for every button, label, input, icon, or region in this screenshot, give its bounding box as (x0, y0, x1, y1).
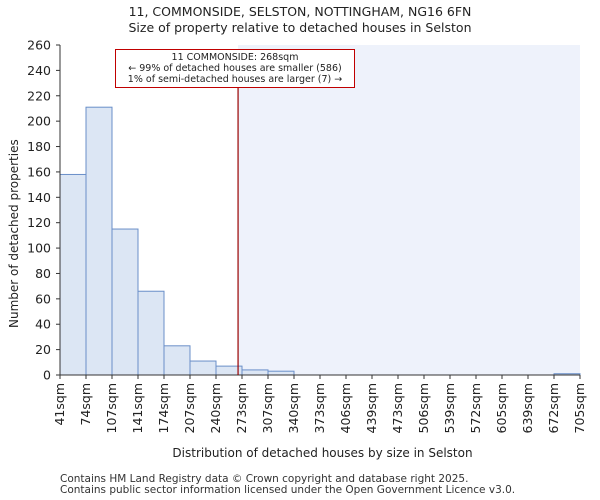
x-tick-label: 174sqm (156, 383, 171, 433)
y-tick-label: 200 (27, 114, 51, 129)
histogram-bar (111, 228, 139, 376)
y-tick-label: 180 (27, 139, 51, 154)
x-tick-label: 307sqm (260, 383, 275, 433)
y-tick-label: 120 (27, 215, 51, 230)
y-tick-label: 260 (27, 38, 51, 53)
x-tick-label: 273sqm (234, 383, 249, 433)
y-tick-label: 80 (35, 266, 51, 281)
x-tick-label: 506sqm (416, 383, 431, 433)
y-tick-label: 220 (27, 88, 51, 103)
x-tick-label: 572sqm (468, 383, 483, 433)
histogram-bar (59, 173, 87, 376)
y-tick-label: 60 (35, 291, 51, 306)
histogram-bar (189, 360, 217, 376)
y-tick-label: 100 (27, 241, 51, 256)
x-tick-label: 107sqm (104, 383, 119, 433)
x-tick-label: 141sqm (130, 383, 145, 433)
x-tick-label: 207sqm (182, 383, 197, 433)
y-tick-label: 160 (27, 164, 51, 179)
x-tick-label: 439sqm (364, 383, 379, 433)
footer-copyright: Contains HM Land Registry data © Crown c… (60, 473, 469, 485)
annotation-line-3: 1% of semi-detached houses are larger (7… (127, 74, 343, 85)
x-tick-label: 605sqm (494, 383, 509, 433)
x-tick-label: 373sqm (312, 383, 327, 433)
y-tick-label: 240 (27, 63, 51, 78)
y-tick-label: 140 (27, 190, 51, 205)
y-tick-label: 0 (43, 368, 51, 383)
x-tick-label: 240sqm (208, 383, 223, 433)
x-tick-label: 41sqm (52, 383, 67, 426)
x-axis-label: Distribution of detached houses by size … (172, 446, 473, 460)
histogram-bar (163, 345, 191, 376)
chart-title: 11, COMMONSIDE, SELSTON, NOTTINGHAM, NG1… (128, 4, 472, 19)
larger-region-shade (238, 45, 580, 375)
x-tick-label: 473sqm (390, 383, 405, 433)
histogram-bar (267, 370, 295, 376)
y-axis-label: Number of detached properties (7, 139, 21, 328)
y-tick-label: 40 (35, 317, 51, 332)
x-tick-label: 672sqm (546, 383, 561, 433)
property-annotation: 11 COMMONSIDE: 268sqm ← 99% of detached … (115, 49, 355, 88)
histogram-bar (85, 106, 113, 376)
histogram-bar (241, 369, 269, 376)
annotation-line-2: ← 99% of detached houses are smaller (58… (128, 63, 342, 74)
chart-subtitle: Size of property relative to detached ho… (128, 20, 472, 35)
x-tick-label: 406sqm (338, 383, 353, 433)
x-tick-label: 705sqm (572, 383, 587, 433)
annotation-line-1: 11 COMMONSIDE: 268sqm (171, 52, 299, 63)
x-tick-label: 74sqm (78, 383, 93, 426)
x-tick-label: 639sqm (520, 383, 535, 433)
footer-licence: Contains public sector information licen… (60, 484, 516, 496)
x-tick-label: 539sqm (442, 383, 457, 433)
x-tick-label: 340sqm (286, 383, 301, 433)
histogram-bar (137, 290, 165, 376)
y-tick-label: 20 (35, 342, 51, 357)
